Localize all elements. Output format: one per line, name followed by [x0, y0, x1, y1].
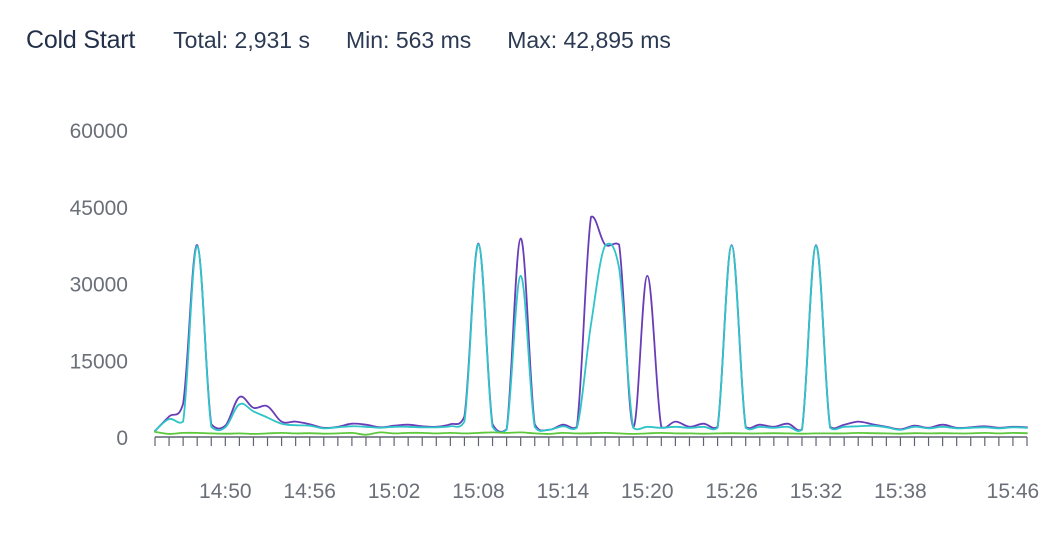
x-tick-label: 14:50: [199, 480, 252, 503]
y-tick-label: 15000: [70, 350, 128, 373]
y-tick-label: 60000: [70, 120, 128, 143]
series-line-3: [154, 431, 1028, 436]
series-line-2: [154, 242, 1028, 434]
chart-header: Cold Start Total: 2,931 s Min: 563 ms Ma…: [26, 26, 671, 62]
y-axis-ticks: 0 15000 30000 45000 60000: [70, 120, 128, 450]
series-lines: [154, 215, 1028, 436]
x-tick-label: 15:08: [452, 480, 505, 503]
total-stat: Total: 2,931 s: [173, 27, 310, 53]
series-line-1: [154, 215, 1028, 433]
max-stat: Max: 42,895 ms: [507, 27, 671, 53]
x-axis: 14:50 14:56 15:02 15:08 15:14 15:20 15:26 15:32…: [154, 436, 1040, 503]
x-tick-label: 15:26: [705, 480, 758, 503]
x-tick-label: 15:02: [368, 480, 421, 503]
chart-title: Cold Start: [26, 26, 136, 54]
x-tick-label: 15:32: [790, 480, 843, 503]
x-tick-label: 14:56: [283, 480, 336, 503]
x-tick-label: 15:20: [621, 480, 674, 503]
x-tick-label: 15:38: [874, 480, 927, 503]
y-tick-label: 0: [116, 427, 128, 450]
x-tick-label: 15:46: [987, 480, 1040, 503]
y-tick-label: 30000: [70, 274, 128, 297]
y-tick-label: 45000: [70, 197, 128, 220]
x-tick-label: 15:14: [537, 480, 590, 503]
min-stat: Min: 563 ms: [345, 27, 472, 53]
